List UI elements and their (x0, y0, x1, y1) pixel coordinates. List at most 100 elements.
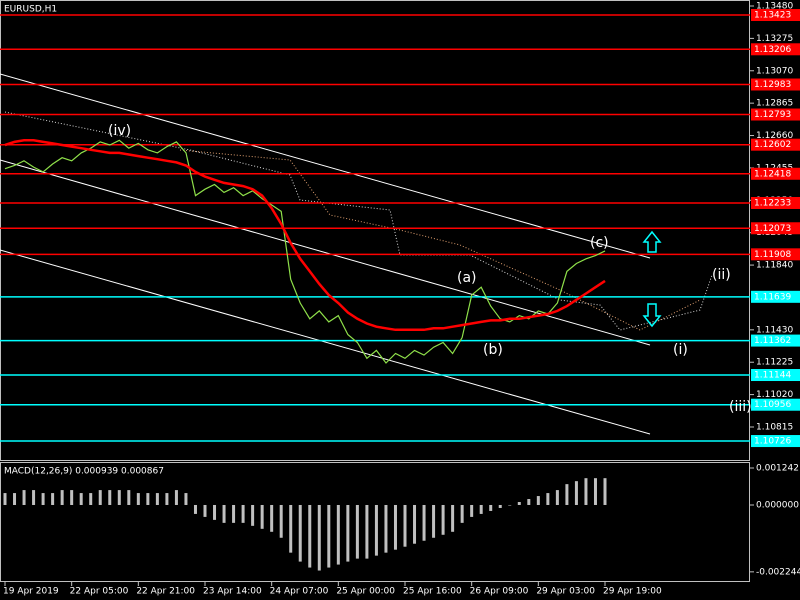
macd-bar (441, 504, 445, 535)
x-tick-label: 25 Apr 16:00 (403, 587, 462, 597)
macd-bar (413, 504, 417, 544)
level-label: 1.13423 (754, 11, 791, 21)
macd-bar (346, 504, 350, 562)
macd-bar (193, 504, 197, 514)
x-tick-label: 26 Apr 09:00 (470, 587, 529, 597)
macd-y-tick-label: -0.002244 (756, 567, 800, 577)
macd-y-tick-label: 0.001242 (756, 463, 799, 473)
wave-label: (i) (673, 342, 688, 358)
macd-bar (270, 504, 274, 532)
y-tick-label: 1.13275 (756, 34, 793, 44)
macd-bar (117, 490, 121, 505)
macd-bar (451, 504, 455, 532)
level-label: 1.12983 (754, 80, 791, 90)
macd-bar (508, 504, 512, 506)
macd-bar (260, 504, 264, 529)
level-label: 1.10956 (754, 400, 791, 410)
channel-line (0, 73, 651, 259)
level-box (751, 43, 800, 56)
macd-bar (51, 493, 55, 505)
macd-bar (536, 496, 540, 505)
macd-bar (527, 499, 531, 505)
macd-bar (460, 504, 464, 523)
macd-bar (127, 490, 131, 505)
level-box (751, 369, 800, 382)
macd-bar (241, 504, 245, 523)
macd-bar (374, 504, 378, 556)
level-box (751, 222, 800, 235)
macd-bar (393, 504, 397, 550)
level-box (751, 290, 800, 303)
macd-bar (222, 504, 226, 523)
level-label: 1.11639 (754, 292, 791, 302)
price-frame (0, 0, 750, 461)
macd-bar (565, 484, 569, 505)
macd-bar (317, 504, 321, 571)
wave-label: (b) (483, 342, 503, 358)
macd-bar (546, 493, 550, 505)
macd-bar (79, 493, 83, 505)
level-box (751, 78, 800, 91)
x-tick-label: 22 Apr 05:00 (70, 587, 129, 597)
macd-bar (279, 504, 283, 538)
macd-bar (32, 490, 36, 505)
x-tick-label: 29 Apr 03:00 (536, 587, 595, 597)
level-label: 1.12233 (754, 198, 791, 208)
y-tick-label: 1.11430 (756, 325, 793, 335)
macd-bar (336, 504, 340, 565)
price-line (4, 139, 606, 332)
macd-bar (584, 478, 588, 505)
level-box (751, 167, 800, 180)
macd-bar (108, 490, 112, 505)
macd-bar (184, 493, 188, 505)
x-tick-label: 22 Apr 21:00 (136, 587, 195, 597)
level-box (751, 9, 800, 22)
macd-bar (574, 481, 578, 505)
macd-bar (136, 493, 140, 505)
x-tick-label: 29 Apr 19:00 (603, 587, 662, 597)
macd-bar (13, 493, 17, 505)
level-box (751, 138, 800, 151)
level-label: 1.11144 (754, 371, 791, 381)
macd-bar (289, 504, 293, 553)
macd-bar (60, 490, 64, 505)
y-tick-label: 1.13070 (756, 66, 793, 76)
level-label: 1.10726 (754, 437, 791, 447)
macd-bar (470, 504, 474, 517)
macd-bar (498, 504, 502, 508)
macd-bar (384, 504, 388, 553)
macd-bar (89, 493, 93, 505)
wave-label: (iv) (108, 123, 131, 139)
x-tick-label: 25 Apr 00:00 (336, 587, 395, 597)
y-tick-label: 1.13480 (756, 2, 793, 12)
macd-bar (298, 504, 302, 562)
level-box (751, 196, 800, 209)
macd-bar (308, 504, 312, 568)
macd-bar (213, 504, 217, 520)
y-tick-label: 1.11840 (756, 261, 793, 271)
y-tick-label: 1.12660 (756, 131, 793, 141)
y-tick-label: 1.11020 (756, 390, 793, 400)
macd-bar (355, 504, 359, 559)
macd-bar (422, 504, 426, 541)
macd-frame (0, 462, 750, 582)
macd-bar (41, 493, 45, 505)
macd-bar (174, 490, 178, 505)
macd-bar (155, 493, 159, 505)
level-label: 1.13206 (754, 45, 791, 55)
y-tick-label: 1.10815 (756, 422, 793, 432)
macd-bar (232, 504, 236, 523)
x-tick-label: 24 Apr 07:00 (270, 587, 329, 597)
macd-bar (555, 490, 559, 505)
macd-bar (22, 490, 26, 505)
macd-bar (98, 490, 102, 505)
y-tick-label: 1.12865 (756, 99, 793, 109)
macd-y-tick-label: 0.000000 (756, 500, 799, 510)
macd-bar (603, 478, 607, 505)
level-box (751, 334, 800, 347)
down-arrow (642, 303, 662, 328)
macd-bar (365, 504, 369, 559)
level-label: 1.12793 (754, 110, 791, 120)
macd-bar (70, 490, 74, 505)
level-box (751, 248, 800, 261)
